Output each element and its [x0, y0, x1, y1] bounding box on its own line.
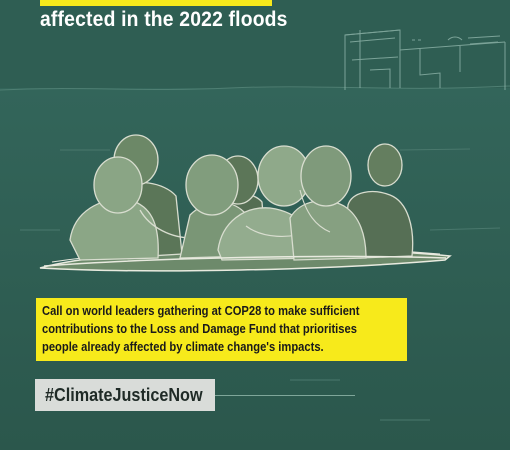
- child-figure-right: [289, 145, 367, 261]
- hashtag-label: #ClimateJusticeNow: [35, 379, 215, 411]
- child-figures: [69, 134, 414, 261]
- call-to-action-box: Call on world leaders gathering at COP28…: [36, 298, 407, 361]
- building-sketch: [344, 29, 506, 90]
- waterline: [0, 85, 510, 91]
- hashtag-text: #ClimateJusticeNow: [45, 385, 203, 405]
- headline-text: affected in the 2022 floods: [40, 8, 288, 31]
- call-to-action-line-3: people already affected by climate chang…: [42, 339, 324, 354]
- headline-highlight-strip: [40, 0, 272, 6]
- call-to-action-line-2: contributions to the Loss and Damage Fun…: [42, 321, 357, 336]
- child-figure-left: [69, 156, 193, 261]
- water-ripples: [20, 148, 501, 421]
- call-to-action-line-1: Call on world leaders gathering at COP28…: [42, 303, 360, 318]
- boat-front-edge: [43, 255, 447, 267]
- hashtag-underline: [215, 395, 355, 396]
